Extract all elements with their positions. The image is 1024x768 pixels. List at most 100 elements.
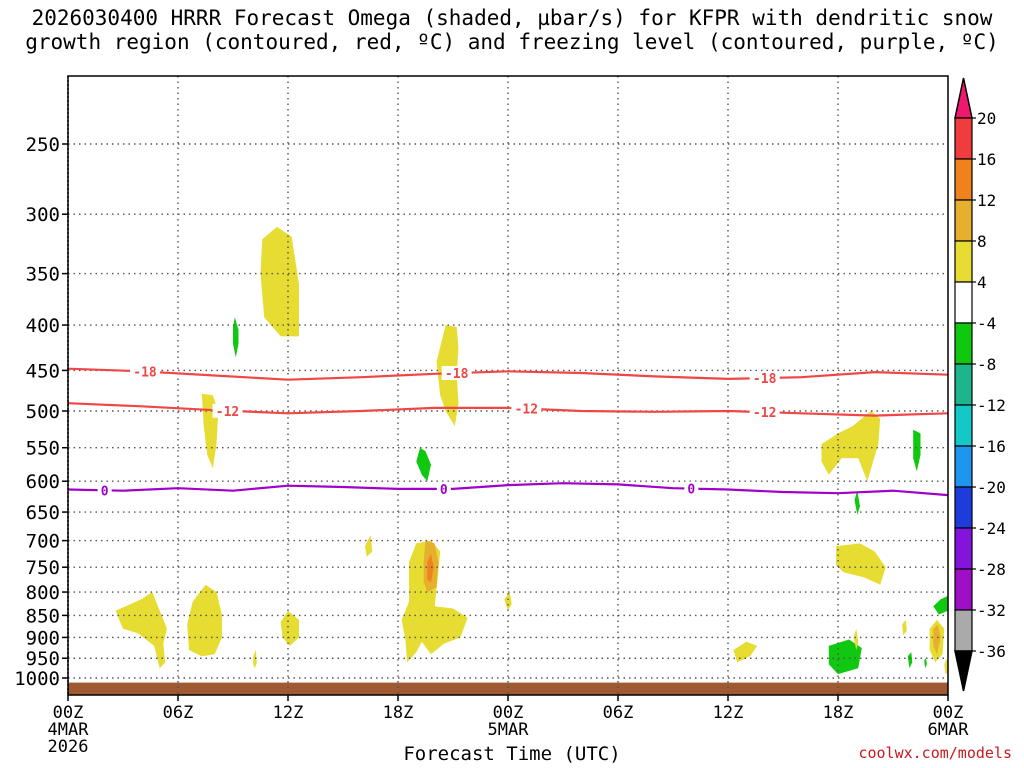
freezing-level-label-bg-2 — [684, 481, 699, 496]
colorbar-band-1 — [954, 117, 973, 160]
upward-motion-13z — [733, 641, 758, 663]
dendritic-snow-bottom-label-bg-2 — [749, 405, 780, 420]
freezing-level-line — [67, 482, 949, 497]
colorbar-label-3: 8 — [977, 232, 987, 251]
colorbar-band-13 — [954, 609, 973, 652]
y-tick-label-350: 350 — [26, 264, 60, 286]
upward-motion-23z-core — [933, 624, 941, 655]
colorbar: 20 16 12 8 4 -4 -8 -12 -16 -20 -24 -28 -32 -36 — [954, 77, 1006, 692]
y-tick-label-600: 600 — [26, 471, 60, 493]
upward-motion-07z — [187, 584, 222, 657]
colorbar-band-11 — [954, 527, 973, 570]
y-tick-label-300: 300 — [26, 204, 60, 226]
colorbar-label-1: 16 — [977, 150, 996, 169]
colorbar-band-8 — [954, 404, 973, 447]
freezing-level-label-1: 0 — [440, 483, 448, 498]
upward-motion-1845z — [854, 490, 860, 515]
x-tick-label-30: 06Z — [603, 703, 634, 723]
colorbar-band-7 — [954, 363, 973, 406]
surface-terrain — [68, 682, 948, 695]
upward-motion-2345z — [504, 592, 512, 611]
x-tick-date-24: 5MAR — [488, 720, 530, 740]
upward-motion-1030z — [253, 650, 257, 669]
colorbar-label-8: -16 — [977, 437, 1006, 456]
dendritic-snow-top-label-0: -18 — [133, 365, 157, 380]
y-tick-label-700: 700 — [26, 531, 60, 553]
x-tick-date-48: 6MAR — [928, 720, 970, 740]
contour-layer: -18 -18 -18 -12 -12 -12 0 0 0 — [67, 364, 949, 499]
colorbar-label-4: 4 — [977, 273, 987, 292]
colorbar-top-arrow — [954, 77, 973, 119]
x-tick-label-42: 18Z — [823, 703, 854, 723]
colorbar-label-7: -12 — [977, 396, 1006, 415]
colorbar-label-10: -24 — [977, 519, 1006, 538]
y-tick-label-1000: 1000 — [14, 668, 60, 690]
y-tick-label-750: 750 — [26, 557, 60, 579]
dendritic-snow-top-label-1: -18 — [445, 367, 469, 382]
upward-motion-2330z-low — [944, 658, 948, 675]
axis-layer: 2503003504004505005506006507007508008509… — [14, 75, 970, 757]
upward-motion-12z-upper — [260, 226, 299, 337]
x-tick-label-24: 00Z — [493, 703, 524, 723]
y-tick-label-850: 850 — [26, 605, 60, 627]
grid-layer — [68, 76, 948, 695]
y-tick-label-400: 400 — [26, 315, 60, 337]
upward-motion-1630z — [365, 535, 373, 557]
colorbar-band-10 — [954, 486, 973, 529]
dendritic-snow-top-label-bg-2 — [749, 371, 780, 386]
dendritic-snow-top-label-bg-0 — [130, 364, 160, 379]
chart-title: 2026030400 HRRR Forecast Omega (shaded, … — [0, 6, 1024, 54]
upward-motion-18z-upper — [836, 543, 886, 585]
freezing-level-label-bg-0 — [97, 483, 112, 498]
upward-motion-21z-mid — [821, 411, 881, 482]
y-tick-label-650: 650 — [26, 502, 60, 524]
upward-motion-20z-core-12 — [427, 554, 434, 583]
x-tick-label-48: 00Z — [933, 703, 964, 723]
x-tick-label-0: 00Z — [53, 703, 84, 723]
dendritic-snow-bottom-label-bg-1 — [511, 401, 542, 416]
dendritic-snow-bottom-label-1: -12 — [515, 403, 538, 418]
upward-motion-2345z-green — [933, 595, 948, 615]
freezing-level-label-2: 0 — [687, 483, 695, 498]
dendritic-snow-bottom-label-2: -12 — [753, 406, 776, 421]
colorbar-label-9: -20 — [977, 478, 1006, 497]
x-tick-label-36: 12Z — [713, 703, 744, 723]
dendritic-snow-top-line — [67, 367, 949, 381]
upward-motion-19z — [416, 447, 431, 482]
colorbar-label-6: -8 — [977, 355, 996, 374]
colorbar-band-6 — [954, 322, 973, 365]
dendritic-snow-bottom-label-0: -12 — [216, 405, 239, 420]
upward-motion-2215z-low — [924, 658, 927, 669]
colorbar-label-11: -28 — [977, 560, 1006, 579]
colorbar-band-4 — [954, 240, 973, 283]
upward-motion-2230z-green — [913, 429, 921, 472]
terrain-layer — [68, 682, 948, 695]
x-tick-label-18: 18Z — [383, 703, 414, 723]
freezing-level-label-bg-1 — [436, 481, 451, 496]
colorbar-band-5 — [954, 281, 973, 324]
colorbar-bottom-arrow — [954, 650, 973, 692]
y-tick-label-900: 900 — [26, 627, 60, 649]
colorbar-label-5: -4 — [977, 314, 996, 333]
x-tick-year-0: 2026 — [48, 737, 89, 757]
colorbar-band-3 — [954, 199, 973, 242]
x-tick-date-0: 4MAR — [48, 720, 90, 740]
y-tick-label-450: 450 — [26, 360, 60, 382]
dendritic-snow-bottom-label-bg-0 — [212, 403, 243, 418]
x-axis-title: Forecast Time (UTC) — [403, 743, 621, 765]
y-tick-label-250: 250 — [26, 134, 60, 156]
x-tick-label-12: 12Z — [273, 703, 304, 723]
upward-motion-1830z-low — [853, 628, 859, 650]
colorbar-band-9 — [954, 445, 973, 488]
chart-title-line-1: 2026030400 HRRR Forecast Omega (shaded, … — [31, 6, 993, 30]
colorbar-band-12 — [954, 568, 973, 611]
colorbar-label-2: 12 — [977, 191, 996, 210]
x-tick-label-6: 06Z — [163, 703, 194, 723]
upward-motion-1430z-green — [828, 639, 862, 675]
chart-title-line-2: growth region (contoured, red, ºC) and f… — [25, 30, 999, 54]
colorbar-label-0: 20 — [977, 109, 996, 128]
upward-motion-1945z-low — [907, 652, 913, 669]
upward-motion-05z — [115, 592, 167, 669]
colorbar-label-13: -36 — [977, 642, 1006, 661]
